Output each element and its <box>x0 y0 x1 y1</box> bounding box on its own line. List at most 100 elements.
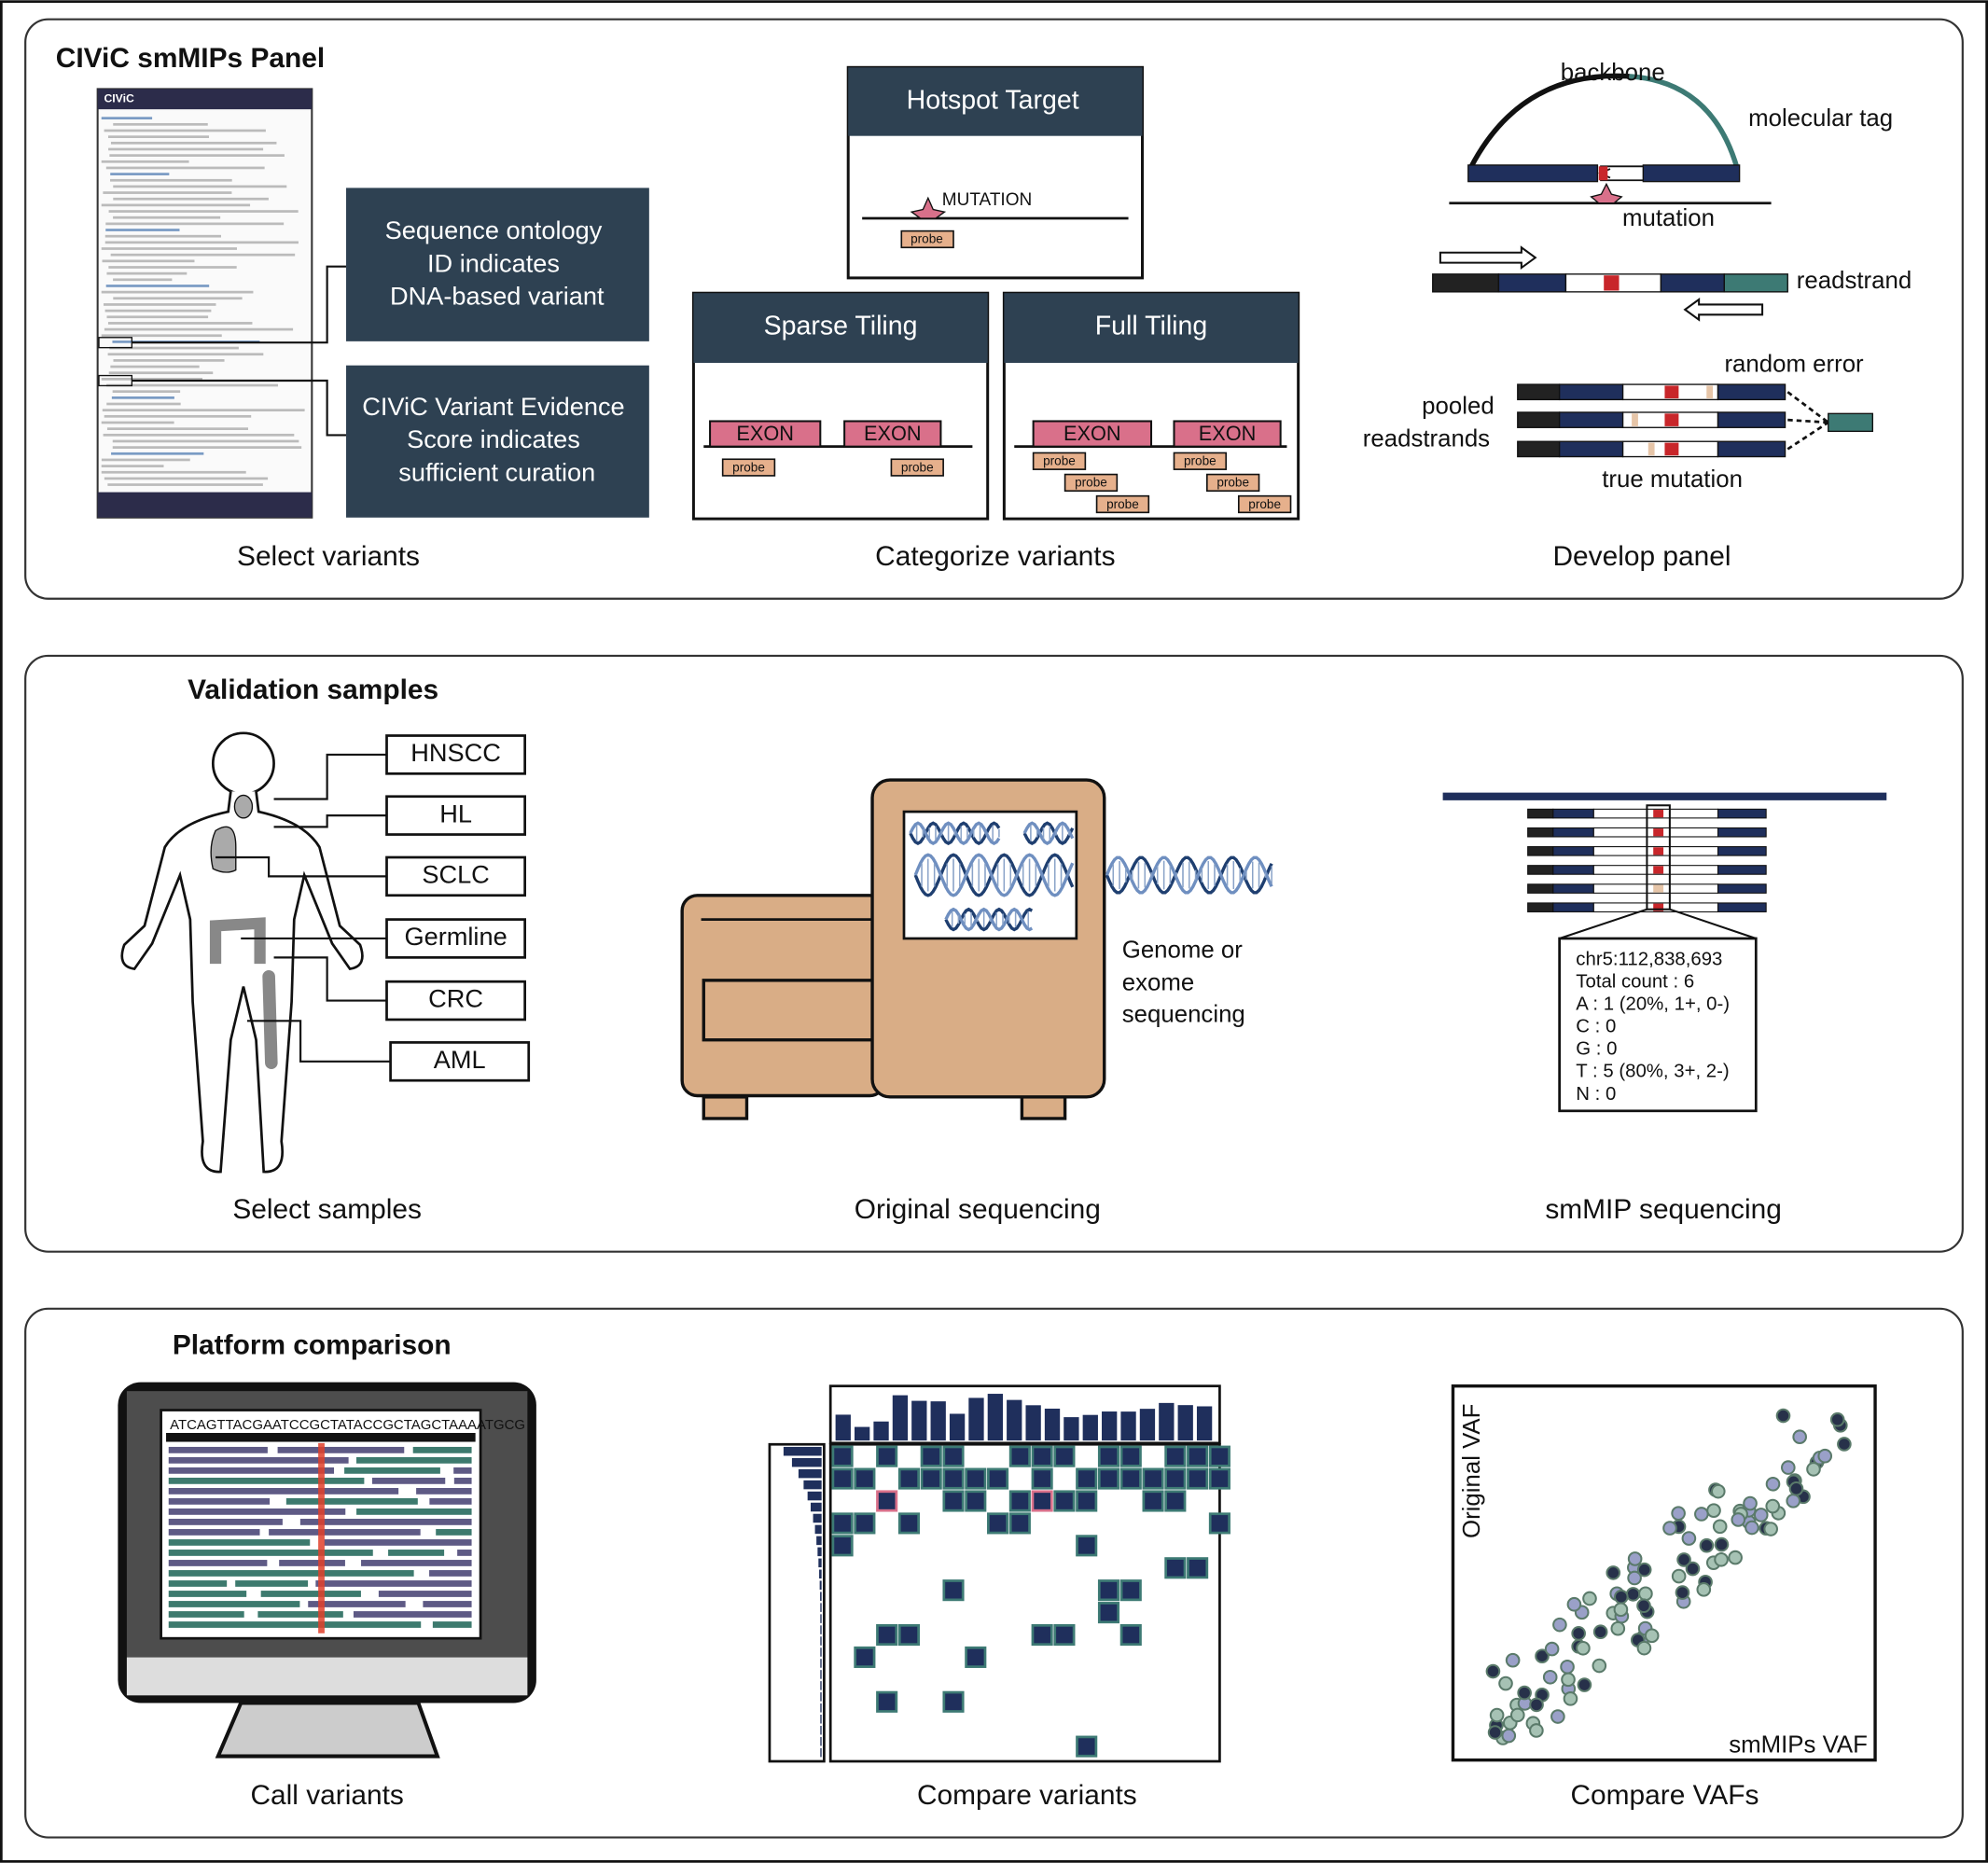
header-title: Full Tiling <box>1095 311 1208 341</box>
side-bar <box>803 1480 822 1490</box>
side-bar <box>820 1670 822 1679</box>
thumb-line <box>113 359 225 362</box>
logo: CIViC <box>104 92 134 105</box>
thumb-line <box>105 166 265 170</box>
point <box>1542 1669 1558 1685</box>
arrow <box>1683 298 1764 322</box>
line: CIViC Variant Evidence <box>362 392 624 421</box>
read <box>168 1611 244 1618</box>
thumb-line <box>112 439 299 443</box>
point <box>1501 1728 1517 1744</box>
top-bar <box>911 1400 927 1441</box>
thumb-line <box>107 353 264 356</box>
cell <box>1097 1445 1120 1467</box>
read <box>235 1580 309 1587</box>
read <box>168 1601 300 1607</box>
point <box>1592 1624 1608 1640</box>
cell <box>831 1445 854 1467</box>
foot <box>1020 1095 1067 1120</box>
side-bar <box>820 1747 822 1758</box>
mutation <box>1653 903 1664 911</box>
thumb-line <box>112 446 302 449</box>
cell <box>1119 1445 1142 1467</box>
read <box>277 1446 405 1453</box>
side-bar <box>813 1513 822 1523</box>
cell <box>1076 1467 1098 1490</box>
consensus <box>1828 412 1874 433</box>
point <box>1485 1663 1501 1679</box>
point <box>1636 1598 1651 1614</box>
thumb-line <box>106 271 188 275</box>
error <box>1647 442 1655 456</box>
point <box>1560 1659 1575 1675</box>
thumb-line <box>101 290 254 294</box>
probe <box>900 229 954 249</box>
read <box>168 1508 346 1515</box>
cell <box>987 1512 1009 1535</box>
header-title: Sparse Tiling <box>764 311 918 341</box>
side-bar <box>820 1636 822 1646</box>
popup-line: N : 0 <box>1576 1084 1616 1105</box>
cell <box>1187 1557 1209 1579</box>
mutation-star <box>910 196 947 219</box>
thumb-line <box>101 203 251 207</box>
cell <box>876 1490 898 1512</box>
point <box>1786 1494 1801 1508</box>
cell <box>965 1467 987 1490</box>
readstrands <box>1432 273 1788 458</box>
strand-part <box>1558 440 1624 458</box>
exon-label: EXON <box>864 422 922 445</box>
thumb-line <box>101 458 190 462</box>
read-part <box>1552 808 1594 819</box>
exon <box>1032 420 1153 448</box>
consensus-lines <box>1786 391 1829 451</box>
top-bar <box>1102 1411 1118 1441</box>
point <box>1780 1460 1796 1475</box>
cell <box>1119 1467 1142 1490</box>
read-part <box>1527 902 1554 912</box>
read-part <box>1552 883 1594 894</box>
helix <box>1105 855 1273 895</box>
read-part <box>1527 808 1554 819</box>
connector <box>132 265 347 344</box>
label: Genome or <box>1122 937 1244 963</box>
read <box>168 1529 260 1536</box>
read-part <box>1717 865 1767 875</box>
point <box>1712 1519 1728 1535</box>
read <box>423 1601 472 1607</box>
cell <box>1208 1445 1230 1467</box>
point <box>1552 1617 1567 1633</box>
exon-label: EXON <box>736 422 794 445</box>
cell <box>1097 1602 1120 1624</box>
top-bar <box>949 1413 966 1441</box>
bone <box>262 969 278 1069</box>
cell <box>987 1467 1009 1490</box>
tiling: EXON EXON probe probe <box>709 420 944 477</box>
connector <box>132 379 347 437</box>
point <box>1550 1709 1565 1724</box>
read <box>356 1508 472 1515</box>
thumb-line <box>103 433 295 437</box>
top-bar <box>987 1394 1004 1441</box>
panel <box>24 654 1964 1253</box>
read <box>436 1529 472 1536</box>
organ <box>209 917 266 965</box>
mutation <box>1653 828 1664 837</box>
read <box>168 1519 283 1525</box>
strand-part <box>1517 411 1561 428</box>
popup-text: chr5:112,838,693 Total count : 6A : 1 (20… <box>1576 949 1730 1104</box>
read <box>168 1560 268 1566</box>
top-bar <box>1159 1402 1175 1441</box>
thumb-line <box>101 117 153 120</box>
read <box>285 1497 418 1505</box>
point <box>1714 1536 1730 1552</box>
thumb-line <box>113 185 287 188</box>
sample-label: CRC <box>428 984 483 1013</box>
helix <box>1022 821 1075 845</box>
arm <box>1467 164 1599 183</box>
thumb-line <box>104 309 212 313</box>
point <box>1671 1506 1686 1521</box>
info-box <box>346 188 649 341</box>
side-bar <box>819 1580 822 1590</box>
